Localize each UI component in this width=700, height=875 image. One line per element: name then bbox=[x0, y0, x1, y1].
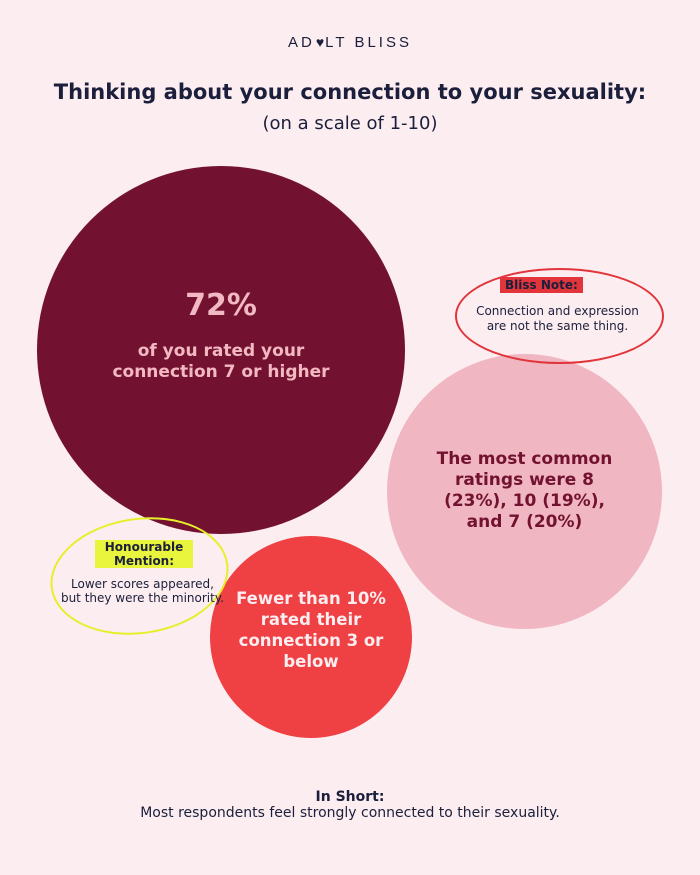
page-title: Thinking about your connection to your s… bbox=[53, 80, 647, 104]
summary-label: In Short: bbox=[315, 789, 385, 805]
main-stat-text: of you rated your connection 7 or higher bbox=[112, 340, 330, 382]
bliss-note-outline bbox=[455, 268, 664, 364]
low-ratings-circle: Fewer than 10% rated their connection 3 … bbox=[210, 536, 412, 738]
bliss-note-label: Bliss Note: bbox=[500, 277, 583, 293]
common-ratings-text: The most common ratings were 8 (23%), 10… bbox=[436, 448, 613, 532]
brand-logo: AD♥LT BLISS bbox=[0, 34, 700, 51]
common-ratings-circle: The most common ratings were 8 (23%), 10… bbox=[387, 354, 662, 629]
heart-icon: ♥ bbox=[315, 34, 325, 50]
brand-right: LT BLISS bbox=[325, 34, 412, 51]
main-stat-circle: 72% of you rated your connection 7 or hi… bbox=[37, 166, 405, 534]
honourable-mention-text: Lower scores appeared, but they were the… bbox=[60, 577, 225, 605]
honourable-mention-label: Honourable Mention: bbox=[95, 540, 193, 568]
summary-text: Most respondents feel strongly connected… bbox=[140, 805, 560, 821]
brand-left: AD bbox=[288, 34, 315, 51]
low-ratings-text: Fewer than 10% rated their connection 3 … bbox=[236, 589, 386, 671]
bliss-note-text: Connection and expression are not the sa… bbox=[476, 304, 639, 333]
page-subtitle: (on a scale of 1-10) bbox=[262, 113, 438, 134]
main-stat-percent: 72% bbox=[185, 287, 257, 323]
